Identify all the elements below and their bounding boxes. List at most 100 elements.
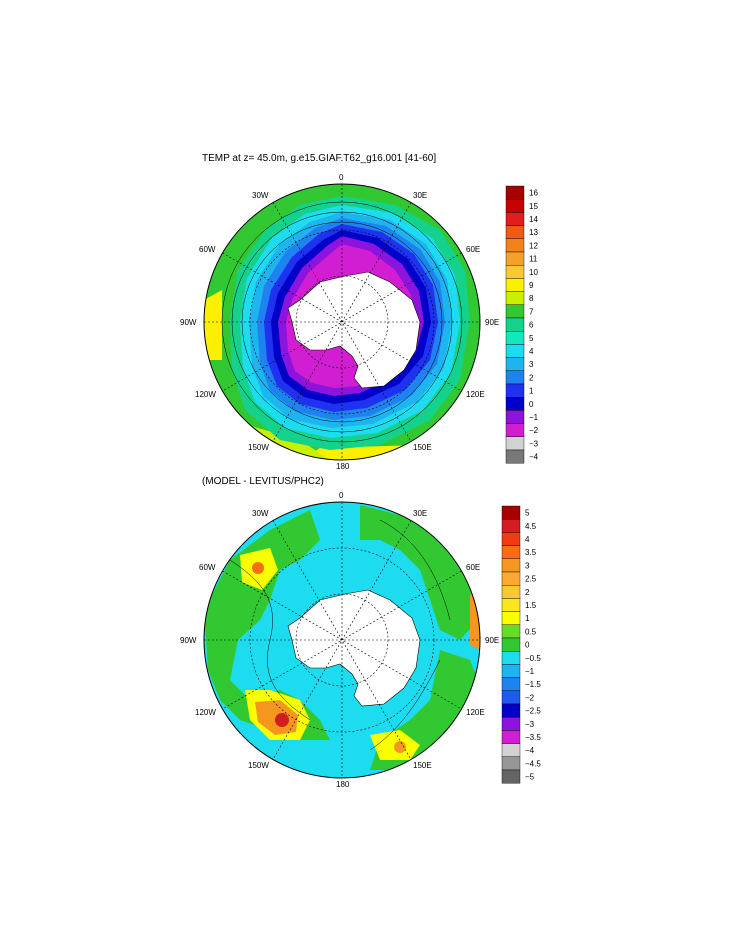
lon-label: 90W <box>180 318 197 327</box>
colorbar-swatch <box>505 370 525 385</box>
colorbar-label: 5 <box>529 334 534 343</box>
colorbar-label: 11 <box>529 255 538 264</box>
colorbar-swatch <box>505 436 525 451</box>
colorbar-swatch <box>501 756 521 771</box>
colorbar-swatch <box>505 238 525 253</box>
colorbar-swatch <box>501 743 521 757</box>
colorbar-label: −1.5 <box>525 680 541 689</box>
colorbar-label: 1 <box>529 387 534 396</box>
colorbar-label: 4 <box>529 347 534 356</box>
colorbar-label: 0 <box>529 400 534 409</box>
bottom-graticule <box>204 502 480 778</box>
colorbar-swatch <box>505 317 525 332</box>
colorbar-swatch <box>501 717 521 731</box>
top-polar-map: 0 30E 60E 90E 120E 150E 180 150W 120W 90… <box>180 173 539 471</box>
colorbar-swatch <box>501 598 521 612</box>
colorbar-swatch <box>505 449 525 464</box>
lon-label: 60E <box>466 563 480 572</box>
colorbar-swatch <box>501 545 521 559</box>
lon-label: 180 <box>336 462 350 471</box>
colorbar-label: 6 <box>529 321 534 330</box>
lon-label: 120W <box>195 390 216 399</box>
bottom-longitude-labels: 0 30E 60E 90E 120E 150E 180 150W 120W 90… <box>180 491 499 789</box>
colorbar-label: −2.5 <box>525 707 541 716</box>
colorbar-label: 2 <box>529 373 534 382</box>
colorbar-swatch <box>505 331 525 345</box>
lon-label: 120E <box>466 708 485 717</box>
lon-label: 120W <box>195 708 216 717</box>
bottom-polar-map: 0 30E 60E 90E 120E 150E 180 150W 120W 90… <box>180 491 541 789</box>
colorbar-label: −0.5 <box>525 654 541 663</box>
colorbar-label: −1 <box>529 413 539 422</box>
colorbar-label: 3 <box>529 360 534 369</box>
colorbar-label: −4 <box>525 746 535 755</box>
lon-label: 150W <box>248 761 269 770</box>
colorbar-label: 5 <box>525 509 530 518</box>
bottom-map-title: (MODEL - LEVITUS/PHC2) <box>202 476 324 487</box>
colorbar-swatch <box>501 651 521 665</box>
colorbar-swatch <box>501 730 521 744</box>
colorbar-swatch <box>505 357 525 372</box>
colorbar-swatch <box>501 769 521 784</box>
colorbar-swatch <box>505 397 525 411</box>
colorbar-label: 15 <box>529 202 538 211</box>
colorbar-label: −3 <box>525 720 535 729</box>
colorbar-swatch <box>501 519 521 533</box>
colorbar-swatch <box>501 637 521 652</box>
lon-label: 30W <box>252 509 269 518</box>
colorbar-label: −4.5 <box>525 759 541 768</box>
colorbar-swatch <box>501 505 521 520</box>
colorbar-label: 0 <box>525 641 530 650</box>
colorbar-label: 16 <box>529 189 538 198</box>
colorbar-swatch <box>501 571 521 586</box>
colorbar-label: −2 <box>525 693 535 702</box>
colorbar-label: 4 <box>525 535 530 544</box>
colorbar-label: 4.5 <box>525 522 537 531</box>
lon-label: 120E <box>466 390 485 399</box>
colorbar-swatch <box>505 304 525 319</box>
colorbar-swatch <box>505 291 525 306</box>
lon-label: 150E <box>413 761 432 770</box>
colorbar-swatch <box>505 344 525 358</box>
colorbar-swatch <box>501 558 521 573</box>
colorbar-swatch <box>505 212 525 226</box>
colorbar-swatch <box>505 383 525 398</box>
lon-label: 30W <box>252 191 269 200</box>
colorbar-swatch <box>505 410 525 424</box>
colorbar-swatch <box>501 585 521 599</box>
colorbar-label: 2 <box>525 588 530 597</box>
colorbar-swatch <box>505 278 525 292</box>
colorbar-swatch <box>505 423 525 438</box>
colorbar-swatch <box>501 624 521 639</box>
colorbar-label: 3 <box>525 561 530 570</box>
colorbar-swatch <box>501 664 521 678</box>
colorbar-label: 9 <box>529 281 534 290</box>
colorbar-swatch <box>505 198 525 213</box>
colorbar-swatch <box>505 185 525 200</box>
lon-label: 0 <box>339 491 344 500</box>
colorbar-label: 10 <box>529 268 538 277</box>
colorbar-label: −3.5 <box>525 733 541 742</box>
lon-label: 30E <box>413 509 427 518</box>
colorbar-label: 0.5 <box>525 627 537 636</box>
colorbar-label: 2.5 <box>525 575 537 584</box>
lon-label: 60E <box>466 245 480 254</box>
colorbar-swatch <box>501 677 521 691</box>
lon-label: 90W <box>180 636 197 645</box>
colorbar-swatch <box>505 225 525 240</box>
colorbar-label: −5 <box>525 773 535 782</box>
colorbar-swatch <box>501 690 521 705</box>
top-map-frame <box>203 183 481 461</box>
lon-label: 150E <box>413 443 432 452</box>
colorbar-label: 1.5 <box>525 601 537 610</box>
lon-label: 30E <box>413 191 427 200</box>
lon-label: 0 <box>339 173 344 182</box>
colorbar-label: 13 <box>529 228 538 237</box>
colorbar-label: 3.5 <box>525 548 537 557</box>
colorbar-swatch <box>505 251 525 266</box>
lon-label: 90E <box>485 636 499 645</box>
top-temperature-field <box>204 184 480 460</box>
bottom-map-frame <box>203 501 481 779</box>
